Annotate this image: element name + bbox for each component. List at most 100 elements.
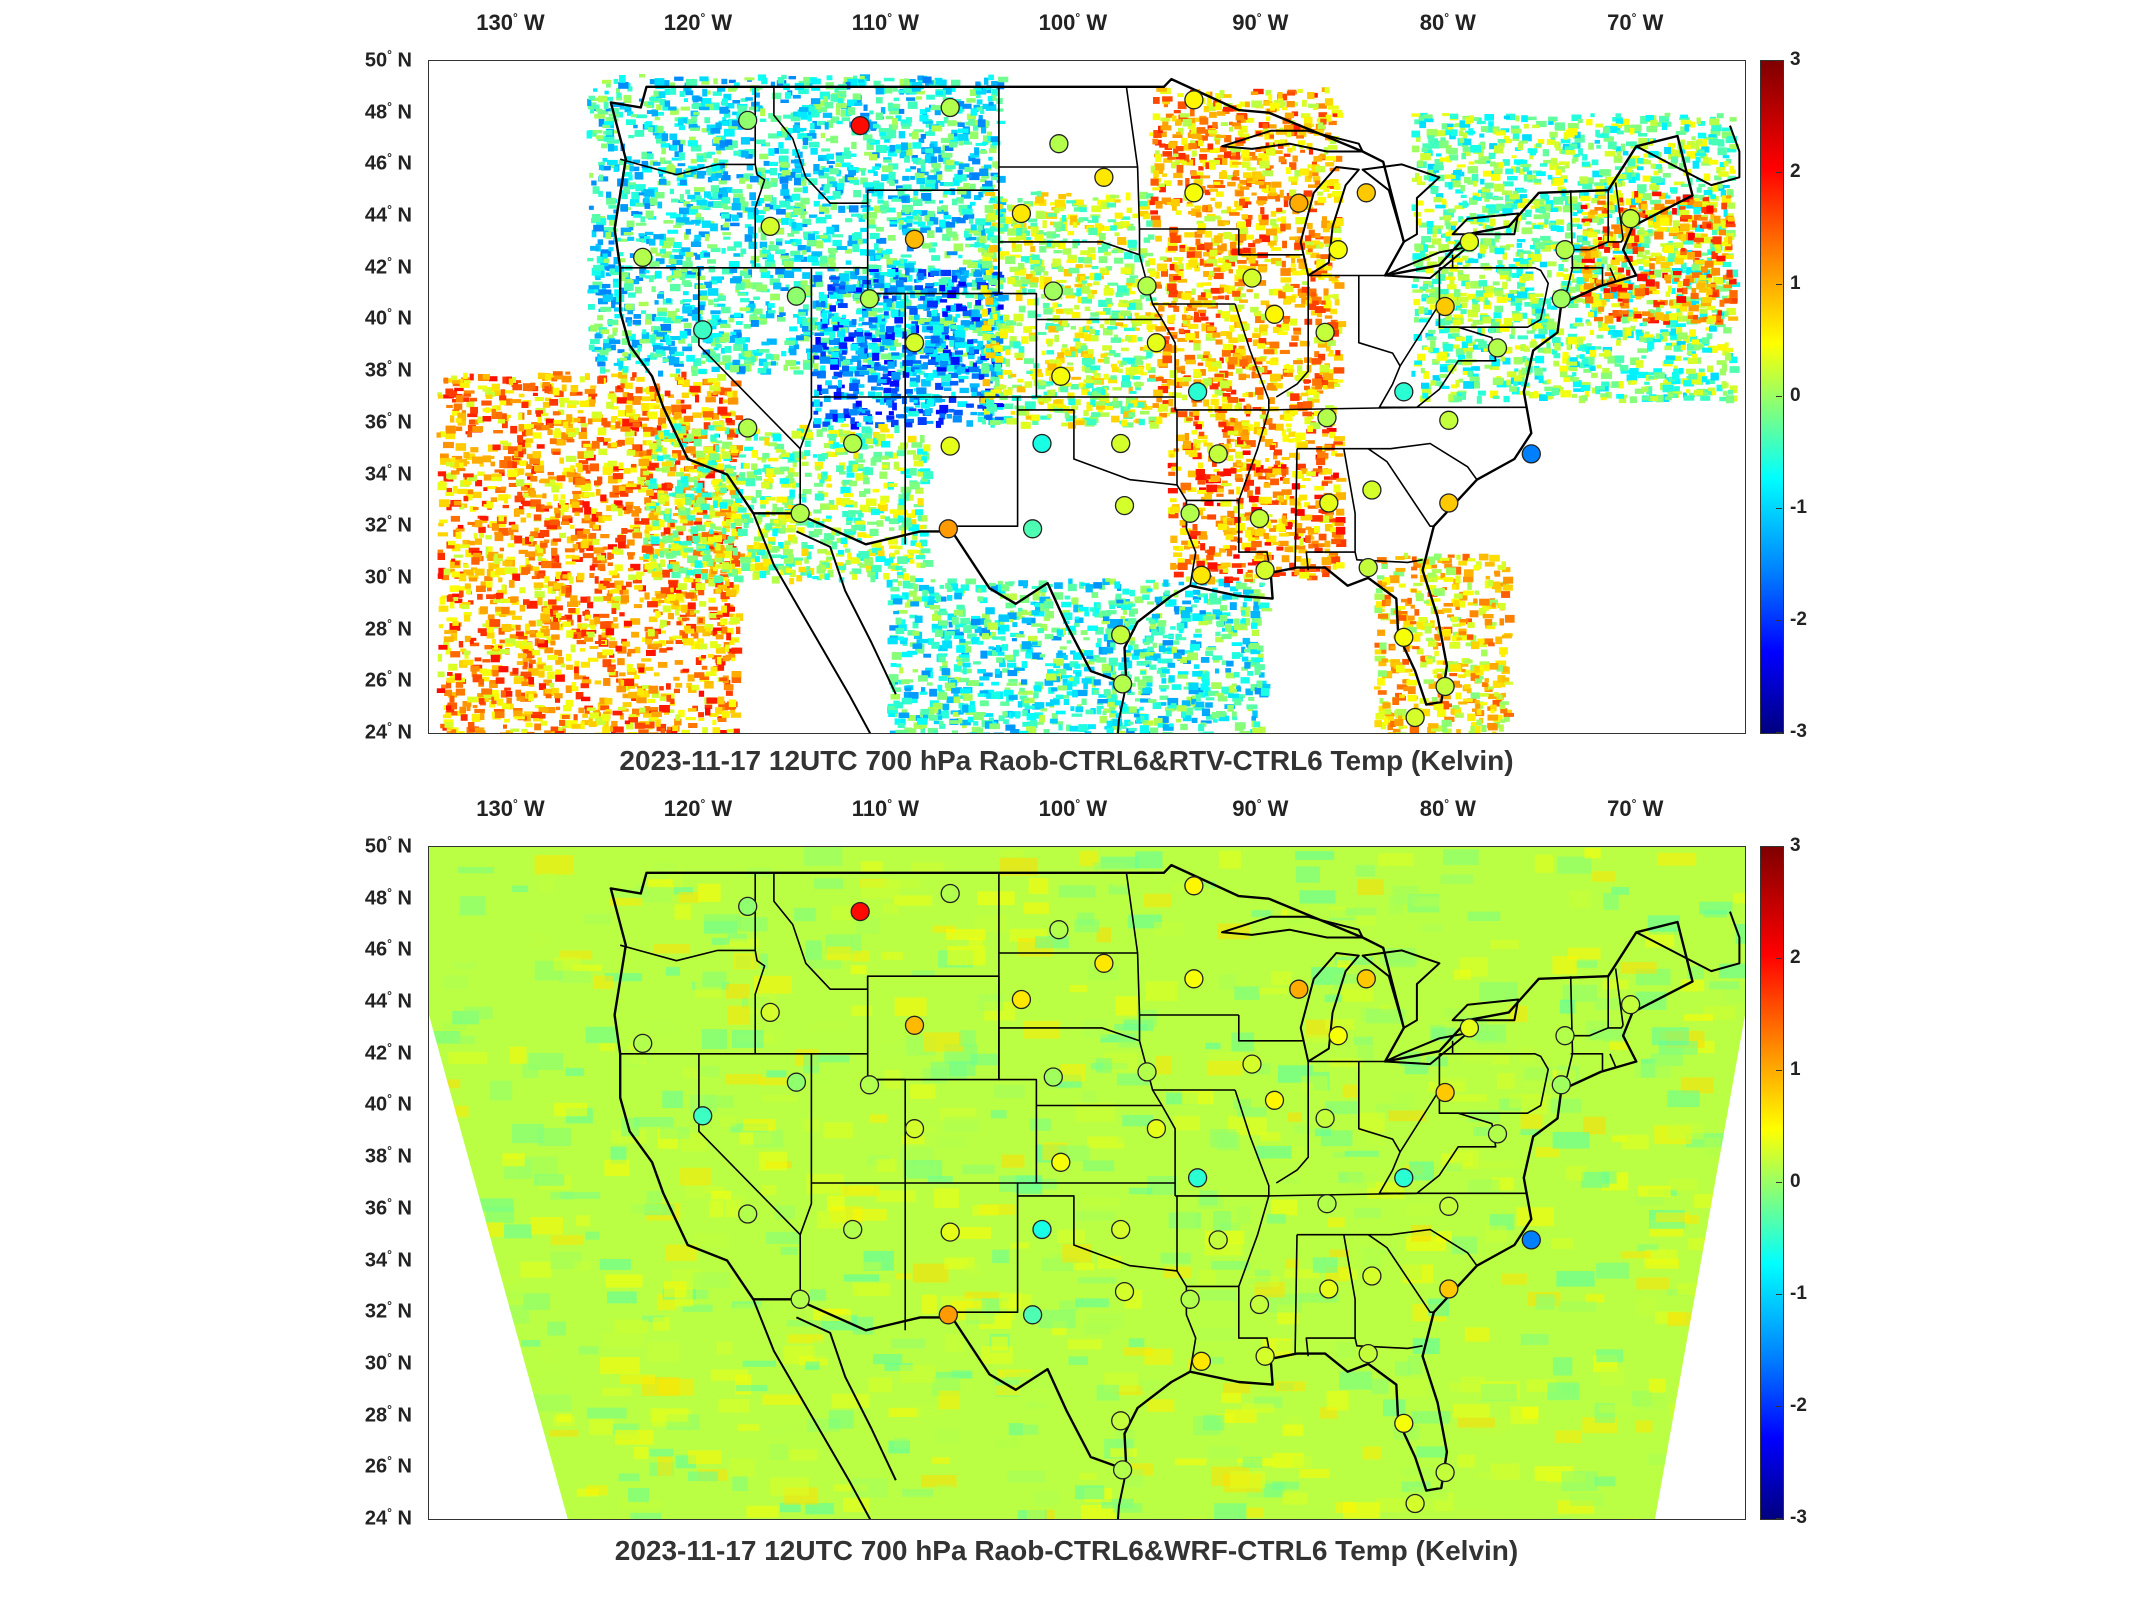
field-cell (887, 148, 897, 157)
field-cell (587, 98, 592, 106)
field-cell (871, 346, 881, 354)
field-cell (441, 684, 448, 689)
field-cell (698, 618, 703, 623)
field-cell (728, 140, 738, 149)
field-cell (702, 727, 708, 733)
field-cell (681, 371, 687, 378)
field-cell (657, 201, 663, 209)
field-cell (599, 697, 607, 705)
field-cell (621, 288, 628, 295)
field-cell (576, 639, 586, 645)
field-cell (974, 195, 982, 201)
field-cell (922, 76, 932, 84)
field-cell (536, 573, 545, 579)
field-cell (886, 217, 898, 222)
field-cell (854, 268, 859, 275)
field-cell (634, 675, 640, 680)
field-cell (926, 94, 935, 100)
field-cell (727, 429, 736, 438)
field-cell (706, 391, 712, 398)
field-cell (915, 172, 920, 178)
field-cell (548, 476, 558, 481)
field-cell (586, 545, 594, 551)
field-cell (848, 170, 856, 176)
field-cell (668, 357, 680, 366)
field-cell (609, 339, 621, 344)
field-cell (743, 274, 752, 279)
field-cell (837, 303, 848, 308)
field-cell (504, 718, 510, 723)
field-cell (502, 504, 509, 509)
field-cell (640, 216, 646, 223)
field-cell (964, 167, 974, 173)
field-cell (1108, 377, 1117, 384)
field-cell (671, 315, 680, 321)
field-cell (570, 644, 576, 653)
field-cell (555, 596, 561, 602)
field-cell (632, 396, 641, 405)
field-cell (933, 282, 939, 287)
field-cell (666, 647, 673, 651)
field-cell (660, 143, 671, 148)
field-cell (813, 355, 820, 360)
field-cell (482, 388, 493, 392)
field-cell (992, 94, 997, 101)
field-cell (613, 209, 619, 214)
field-cell (654, 591, 663, 596)
field-cell (670, 87, 677, 95)
field-cell (682, 261, 693, 269)
field-cell (854, 330, 864, 337)
field-cell (712, 627, 722, 631)
field-cell (725, 579, 730, 587)
field-cell (451, 543, 461, 552)
field-cell (820, 351, 826, 359)
field-cell (715, 588, 722, 594)
field-cell (716, 656, 722, 665)
field-cell (869, 269, 879, 272)
field-cell (776, 131, 782, 137)
field-cell (452, 593, 463, 598)
field-cell (627, 652, 632, 657)
field-cell (489, 455, 495, 459)
field-cell (553, 419, 562, 424)
field-cell (771, 263, 776, 269)
field-cell (881, 251, 890, 259)
field-cell (904, 422, 913, 428)
field-cell (859, 75, 865, 80)
field-cell (877, 307, 883, 313)
field-cell (775, 229, 784, 234)
field-cell (720, 101, 727, 105)
field-cell (669, 346, 677, 355)
field-cell (939, 200, 944, 204)
field-cell (818, 172, 829, 179)
field-cell (560, 663, 565, 668)
field-cell (770, 178, 778, 183)
field-cell (912, 196, 918, 200)
field-cell (860, 112, 870, 117)
field-cell (859, 391, 864, 396)
field-cell (876, 226, 884, 232)
field-cell (500, 598, 511, 604)
field-cell (555, 669, 562, 675)
field-cell (796, 174, 806, 179)
field-cell (941, 326, 949, 334)
field-cell (680, 300, 685, 305)
field-cell (977, 412, 986, 416)
field-cell (866, 211, 877, 219)
field-cell (924, 408, 931, 416)
field-cell (546, 423, 554, 429)
field-cell (575, 462, 582, 468)
field-cell (725, 690, 733, 696)
field-cell (908, 315, 918, 321)
field-cell (835, 418, 844, 423)
field-cell (812, 231, 819, 235)
field-cell (824, 207, 830, 214)
field-cell (838, 273, 850, 282)
field-cell (555, 706, 561, 711)
field-cell (879, 314, 890, 319)
field-cell (852, 379, 861, 384)
field-cell (543, 679, 552, 683)
field-cell (923, 373, 929, 378)
field-cell (892, 325, 902, 332)
field-cell (845, 284, 856, 292)
